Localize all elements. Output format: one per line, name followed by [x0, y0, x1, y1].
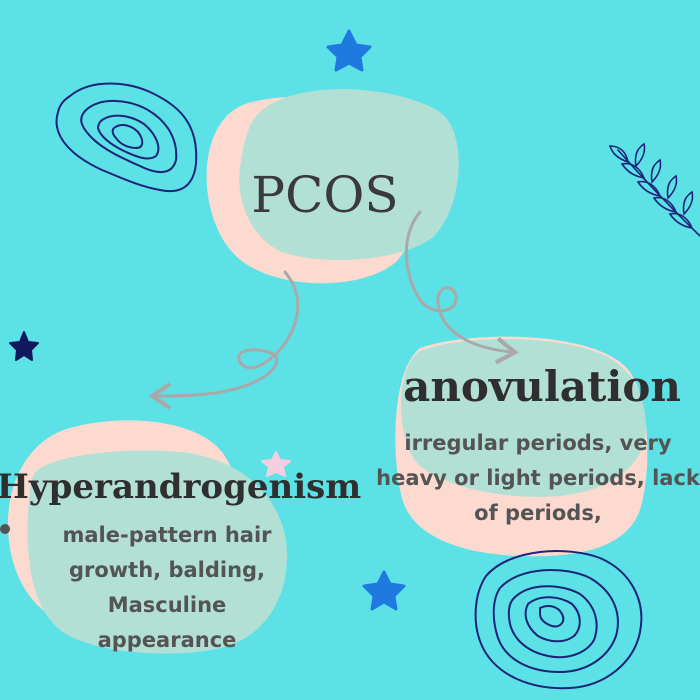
blue-star-icon [326, 29, 372, 72]
bullet-point [0, 524, 10, 534]
leaf-branch-icon [608, 142, 700, 237]
hyperandrogenism-title: Hyperandrogenism [0, 467, 362, 507]
arrow-to-hyperandrogenism [148, 270, 300, 410]
blue-star-icon [362, 570, 406, 611]
anovulation-description: irregular periods, very heavy or light p… [376, 431, 700, 525]
navy-star-icon [9, 331, 39, 361]
root-node-label: PCOS [251, 166, 399, 224]
topographic-doodle-icon [55, 82, 198, 193]
anovulation-blob [395, 336, 648, 557]
arrow-to-anovulation [404, 210, 519, 365]
hyperandrogenism-description: male-pattern hair growth, balding, Mascu… [62, 523, 272, 652]
hyperandrogenism-blob [8, 420, 287, 654]
anovulation-title: anovulation [403, 362, 681, 411]
pink-star-icon [261, 451, 291, 477]
pcos-blob [206, 89, 459, 284]
topographic-doodle-icon [474, 550, 643, 690]
